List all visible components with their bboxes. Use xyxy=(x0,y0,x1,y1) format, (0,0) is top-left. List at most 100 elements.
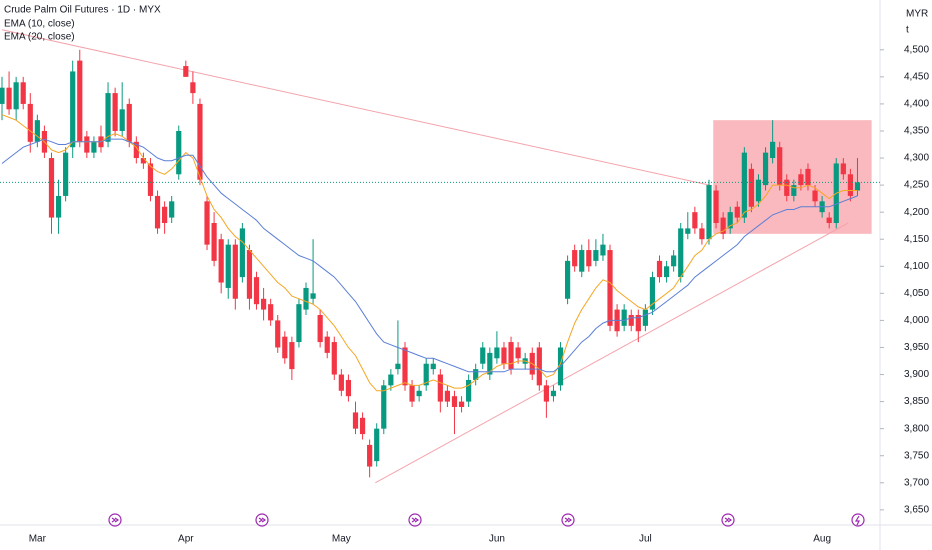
candle-body xyxy=(720,217,726,234)
candle-body xyxy=(331,342,337,375)
candle-body xyxy=(678,228,684,278)
candle-body xyxy=(338,374,344,391)
candle-body xyxy=(812,190,818,202)
candle-body xyxy=(268,304,274,321)
y-tick-label: 4,300 xyxy=(904,153,929,164)
event-glyphs xyxy=(111,515,860,526)
candle-body xyxy=(466,379,472,402)
ema-line xyxy=(1,114,858,392)
candle-body xyxy=(748,168,755,207)
candle-body xyxy=(671,255,677,267)
candle-body xyxy=(303,287,309,310)
candle-body xyxy=(791,185,797,196)
candle-body xyxy=(416,390,422,397)
candle-body xyxy=(586,250,592,267)
candle-body xyxy=(395,363,401,370)
candle-body xyxy=(784,179,790,196)
candle-body xyxy=(480,347,486,364)
candle-body xyxy=(48,158,55,218)
candle-body xyxy=(777,147,783,186)
candle-body xyxy=(190,82,196,94)
event-icon[interactable] xyxy=(255,513,269,527)
candle-body xyxy=(388,374,394,386)
event-icon[interactable] xyxy=(108,513,122,527)
event-icon[interactable] xyxy=(561,513,575,527)
candle-body xyxy=(218,239,224,283)
candle-body xyxy=(423,363,429,386)
candle-body xyxy=(204,201,210,245)
y-tick-label: 4,400 xyxy=(904,99,929,110)
candle-body xyxy=(494,347,500,359)
candle-body xyxy=(77,60,83,142)
candle-body xyxy=(296,304,302,343)
candle-body xyxy=(402,347,408,386)
candle-body xyxy=(225,244,231,288)
candle-body xyxy=(847,174,853,196)
y-tick-label: 4,450 xyxy=(904,71,929,82)
candle-body xyxy=(741,152,747,218)
candle-body xyxy=(798,174,804,186)
candle-body xyxy=(260,298,267,310)
candle-body xyxy=(275,320,281,348)
y-tick-label: 4,000 xyxy=(904,315,929,326)
candle-body xyxy=(374,428,380,462)
candle-body xyxy=(826,217,832,223)
candle-body xyxy=(55,195,62,218)
candle-body xyxy=(692,212,698,229)
candle-body xyxy=(282,336,288,359)
candle-body xyxy=(579,250,585,272)
candle-body xyxy=(13,82,19,110)
y-tick-label: 3,650 xyxy=(904,504,929,515)
candle-body xyxy=(621,309,627,326)
y-tick-label: 4,150 xyxy=(904,234,929,245)
event-icons xyxy=(108,513,865,527)
chart-title: Crude Palm Oil Futures · 1D · MYX xyxy=(4,5,161,16)
candle-body xyxy=(253,277,260,305)
candle-body xyxy=(154,195,161,229)
y-tick-label: 4,500 xyxy=(904,44,929,55)
candle-body xyxy=(0,87,5,104)
candle-body xyxy=(444,390,451,402)
x-tick-label: Apr xyxy=(178,534,194,545)
candle-body xyxy=(755,179,762,202)
candle-body xyxy=(663,266,670,278)
candle-body xyxy=(699,228,705,240)
candle-body xyxy=(430,363,436,370)
candle-body xyxy=(63,152,69,196)
x-tick-label: Jun xyxy=(489,534,505,545)
candle-body xyxy=(197,103,203,180)
y-tick-label: 3,750 xyxy=(904,450,929,461)
candle-body xyxy=(169,201,175,218)
candle-body xyxy=(20,82,26,104)
candle-body xyxy=(713,190,719,223)
candle-body xyxy=(91,141,97,153)
trend-line xyxy=(375,222,849,484)
candle-body xyxy=(147,163,154,196)
y-tick-label: 4,250 xyxy=(904,180,929,191)
candle-body xyxy=(289,342,295,370)
candle-body xyxy=(706,185,712,240)
y-tick-label: 3,900 xyxy=(904,369,929,380)
y-tick-label: 3,700 xyxy=(904,477,929,488)
candle-body xyxy=(367,444,373,467)
candle-body xyxy=(27,103,33,142)
y-tick-label: 4,350 xyxy=(904,126,929,137)
event-icon[interactable] xyxy=(851,513,865,527)
currency-label: MYR xyxy=(906,9,928,20)
candle-body xyxy=(105,93,111,142)
unit-label: t xyxy=(906,25,909,36)
event-icon[interactable] xyxy=(721,513,735,527)
candle-body xyxy=(635,315,641,332)
x-tick-label: May xyxy=(332,534,351,545)
candle-body xyxy=(140,158,146,164)
candle-body xyxy=(317,315,323,343)
candle-body xyxy=(451,396,458,408)
candle-body xyxy=(501,347,507,364)
candle-body xyxy=(727,212,733,229)
candle-body xyxy=(572,250,578,267)
x-tick-label: Jul xyxy=(639,534,652,545)
y-tick-label: 4,050 xyxy=(904,288,929,299)
event-icon[interactable] xyxy=(408,513,422,527)
candle-body xyxy=(458,401,465,408)
